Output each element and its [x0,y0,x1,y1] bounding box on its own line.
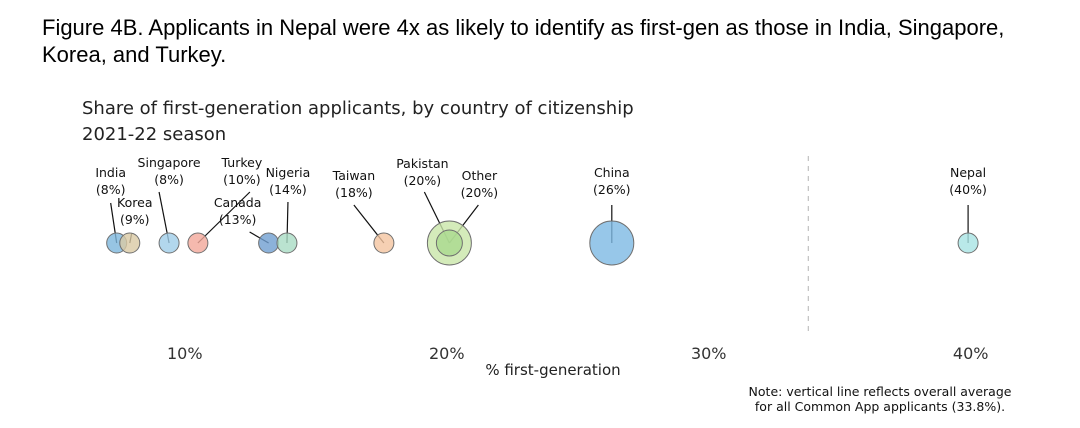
point-name-label: Singapore [138,155,201,170]
point-value-label: (18%) [335,185,373,200]
point-name-label: Pakistan [396,156,448,171]
point-other [435,229,463,257]
chart-title: Share of first-generation applicants, by… [82,98,634,119]
point-name-label: Canada [214,195,262,210]
point-value-label: (8%) [154,172,184,187]
point-value-label: (10%) [223,172,261,187]
note-line-2: for all Common App applicants (33.8%). [754,399,1006,414]
point-name-label: Taiwan [332,168,376,183]
point-china [589,220,635,266]
point-name-label: Other [462,168,498,183]
x-tick-label: 40% [953,344,989,363]
point-value-label: (40%) [949,182,987,197]
figure-title: Figure 4B. Applicants in Nepal were 4x a… [42,15,1005,67]
point-value-label: (20%) [461,185,499,200]
point-turkey [187,232,209,254]
point-value-label: (13%) [219,212,257,227]
point-name-label: Turkey [221,155,263,170]
point-canada [258,232,280,254]
point-name-label: Korea [117,195,152,210]
x-tick-label: 10% [167,344,203,363]
point-value-label: (14%) [269,182,307,197]
point-name-label: Nepal [950,165,986,180]
point-value-label: (8%) [96,182,126,197]
point-korea [119,232,141,254]
point-nigeria [276,232,298,254]
chart-title-block: Share of first-generation applicants, by… [82,96,634,148]
x-tick-label: 30% [691,344,727,363]
point-value-label: (20%) [404,173,442,188]
chart-note: Note: vertical line reflects overall ave… [700,384,1060,414]
leader-turkey [197,191,251,244]
point-taiwan [373,232,395,254]
point-value-label: (9%) [120,212,150,227]
note-line-1: Note: vertical line reflects overall ave… [748,384,1012,399]
point-name-label: Nigeria [266,165,311,180]
point-nepal [957,232,979,254]
point-singapore [158,232,180,254]
x-axis-label: % first-generation [485,361,620,379]
chart-subtitle: 2021-22 season [82,124,227,145]
point-name-label: India [95,165,126,180]
x-tick-label: 20% [429,344,465,363]
point-name-label: China [594,165,630,180]
point-value-label: (26%) [593,182,631,197]
